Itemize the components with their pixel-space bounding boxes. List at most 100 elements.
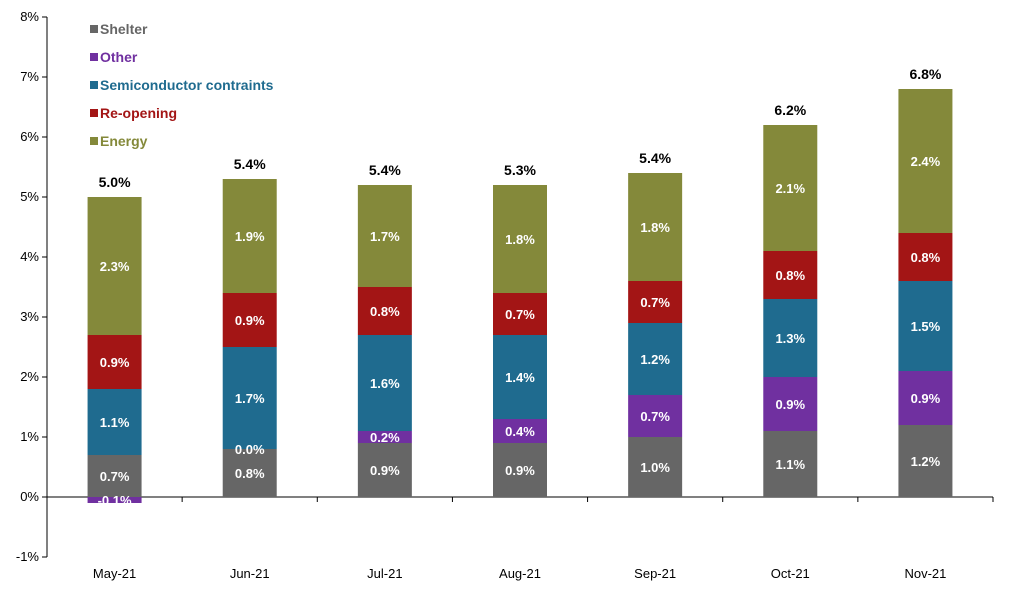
legend-swatch <box>90 109 98 117</box>
y-tick-label: 0% <box>20 489 39 504</box>
legend-entry: Energy <box>100 133 148 149</box>
bar-segment <box>763 431 818 497</box>
segment-value-label: 2.1% <box>775 181 805 196</box>
bar-segment <box>628 281 683 323</box>
segment-value-label: 1.3% <box>775 331 805 346</box>
legend-swatch <box>90 53 98 61</box>
segment-value-label: 1.8% <box>640 220 670 235</box>
y-tick-label: 1% <box>20 429 39 444</box>
segment-value-label: 2.3% <box>100 259 130 274</box>
y-tick-label: 6% <box>20 129 39 144</box>
bar-segment <box>493 335 547 419</box>
bar-segment <box>87 455 142 497</box>
bar-segment <box>898 233 953 281</box>
x-tick-label: May-21 <box>93 566 136 581</box>
legend-entry: Semiconductor contraints <box>100 77 274 93</box>
bar-segment <box>763 377 818 431</box>
legend-swatch <box>90 81 98 89</box>
bar-segment <box>222 293 277 347</box>
bar-segment <box>222 347 277 449</box>
bar-segment <box>87 335 142 389</box>
bar-segment <box>493 293 547 335</box>
segment-value-label: 0.4% <box>505 424 535 439</box>
segment-value-label: 0.9% <box>505 463 535 478</box>
bar-segment <box>493 443 547 497</box>
legend-swatch <box>90 137 98 145</box>
y-tick-label: 5% <box>20 189 39 204</box>
segment-value-label: 0.7% <box>100 469 130 484</box>
bar-segment <box>357 287 412 335</box>
total-value-label: 6.8% <box>909 66 941 82</box>
bar-segment <box>898 89 953 233</box>
bar-segment <box>357 431 412 443</box>
bar-segment <box>898 371 953 425</box>
segment-value-label: 1.9% <box>235 229 265 244</box>
segment-value-label: 0.8% <box>370 304 400 319</box>
total-value-label: 5.4% <box>639 150 671 166</box>
y-tick-label: -1% <box>16 549 40 564</box>
bar-segment <box>87 497 142 503</box>
x-tick-label: Jun-21 <box>230 566 270 581</box>
bar-segment <box>357 185 412 287</box>
segment-value-label: -0.1% <box>98 493 132 508</box>
segment-value-label: 0.8% <box>775 268 805 283</box>
segment-value-label: 0.9% <box>911 391 941 406</box>
segment-value-label: 0.8% <box>235 466 265 481</box>
segment-value-label: 1.8% <box>505 232 535 247</box>
segment-value-label: 0.8% <box>911 250 941 265</box>
data-labels: 0.7% -0.1% 1.1% 0.9% 2.3% 5.0% 0.8% 0.0% 1.7% 0.9… <box>98 66 942 508</box>
bar-segment <box>763 251 818 299</box>
bar-segment <box>493 185 547 293</box>
bar-segment <box>628 437 683 497</box>
segment-value-label: 0.7% <box>505 307 535 322</box>
bar-segment <box>628 395 683 437</box>
total-value-label: 6.2% <box>774 102 806 118</box>
segment-value-label: 1.1% <box>100 415 130 430</box>
total-value-label: 5.4% <box>234 156 266 172</box>
bar-segment <box>898 425 953 497</box>
segment-value-label: 0.7% <box>640 295 670 310</box>
segment-value-label: 2.4% <box>911 154 941 169</box>
legend-entry: Shelter <box>100 21 148 37</box>
total-value-label: 5.4% <box>369 162 401 178</box>
segment-value-label: 0.9% <box>235 313 265 328</box>
segment-value-label: 1.5% <box>911 319 941 334</box>
legend-swatch <box>90 25 98 33</box>
bar-segment <box>222 179 277 293</box>
segment-value-label: 1.0% <box>640 460 670 475</box>
bar-segment <box>763 125 818 251</box>
bar-segment <box>357 443 412 497</box>
bar-segment <box>87 389 142 455</box>
x-tick-label: Sep-21 <box>634 566 676 581</box>
segment-value-label: 1.2% <box>640 352 670 367</box>
bar-segment <box>628 173 683 281</box>
segment-value-label: 1.2% <box>911 454 941 469</box>
bar-segment <box>763 299 818 377</box>
segment-value-label: 0.0% <box>235 442 265 457</box>
bar-segment <box>222 449 277 497</box>
segment-value-label: 0.9% <box>370 463 400 478</box>
y-tick-label: 3% <box>20 309 39 324</box>
bars <box>87 89 953 503</box>
bar-segment <box>628 323 683 395</box>
y-tick-label: 2% <box>20 369 39 384</box>
bar-segment <box>898 281 953 371</box>
y-tick-label: 4% <box>20 249 39 264</box>
legend-entry: Re-opening <box>100 105 177 121</box>
total-value-label: 5.3% <box>504 162 536 178</box>
segment-value-label: 1.6% <box>370 376 400 391</box>
segment-value-label: 1.4% <box>505 370 535 385</box>
segment-value-label: 1.7% <box>235 391 265 406</box>
total-value-label: 5.0% <box>99 174 131 190</box>
axes: -1% 0% 1% 2% 3% 4% 5% 6% 7% 8% May-21 Jun-21 Jul-21 A… <box>16 9 994 581</box>
bar-segment <box>87 197 142 335</box>
y-tick-label: 8% <box>20 9 39 24</box>
segment-value-label: 0.7% <box>640 409 670 424</box>
segment-value-label: 0.9% <box>775 397 805 412</box>
segment-value-label: 0.2% <box>370 430 400 445</box>
segment-value-label: 1.7% <box>370 229 400 244</box>
x-tick-label: Oct-21 <box>771 566 810 581</box>
bar-segment <box>357 335 412 431</box>
legend: Shelter Other Semiconductor contraints Re-o… <box>90 21 274 149</box>
